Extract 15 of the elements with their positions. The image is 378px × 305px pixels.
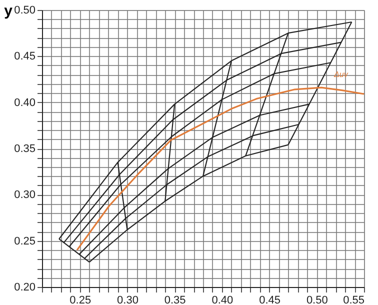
x-tick-label: 0.30 — [117, 294, 138, 305]
y-tick-label: 0.35 — [14, 143, 36, 155]
y-tick-label: 0.30 — [14, 189, 36, 202]
y-tick-label: 0.45 — [14, 50, 36, 63]
y-axis-title: y — [4, 2, 14, 20]
x-tick-label: 0.40 — [212, 294, 234, 305]
x-tick-label: 0.25 — [70, 294, 92, 305]
y-tick-label: 0.50 — [14, 4, 36, 16]
x-tick-label: 0.50 — [306, 294, 328, 305]
y-tick-label: 0.40 — [14, 96, 36, 109]
x-tick-label: 0.35 — [164, 294, 186, 305]
y-tick-label: 0.20 — [14, 282, 36, 294]
x-tick-label: 0.45 — [259, 294, 281, 305]
y-tick-label: 0.25 — [14, 235, 36, 248]
x-tick-label: 0.55 — [343, 294, 364, 305]
